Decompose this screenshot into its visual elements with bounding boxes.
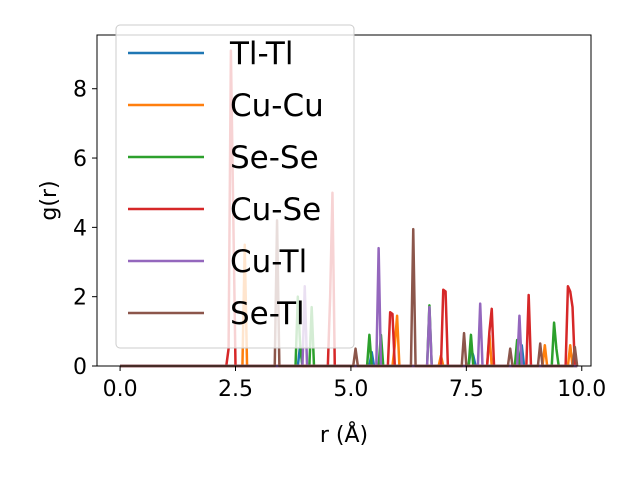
legend-label-tl-tl: Tl-Tl [229,36,293,72]
y-tick-label: 6 [73,147,87,172]
legend-label-cu-se: Cu-Se [230,192,321,228]
x-axis-label: r (Å) [320,421,368,448]
legend: Tl-Tl Cu-Cu Se-Se Cu-Se Cu-Tl Se-Tl [115,24,355,349]
legend-label-cu-cu: Cu-Cu [230,88,324,124]
x-tick-label: 0.0 [103,377,138,402]
y-tick-label: 8 [73,78,87,103]
ticks-layer: 0.0 2.5 5.0 7.5 10.0 0 2 4 6 8 [73,78,606,402]
x-tick-label: 2.5 [218,377,253,402]
legend-label-cu-tl: Cu-Tl [230,244,307,280]
x-tick-label: 7.5 [449,377,484,402]
y-tick-label: 2 [73,286,87,311]
legend-label-se-se: Se-Se [230,140,319,176]
y-tick-label: 4 [73,216,87,241]
legend-label-se-tl: Se-Tl [230,296,305,332]
x-tick-label: 10.0 [557,377,606,402]
x-tick-label: 5.0 [333,377,368,402]
y-tick-label: 0 [73,355,87,380]
y-axis-label: g(r) [37,180,62,220]
